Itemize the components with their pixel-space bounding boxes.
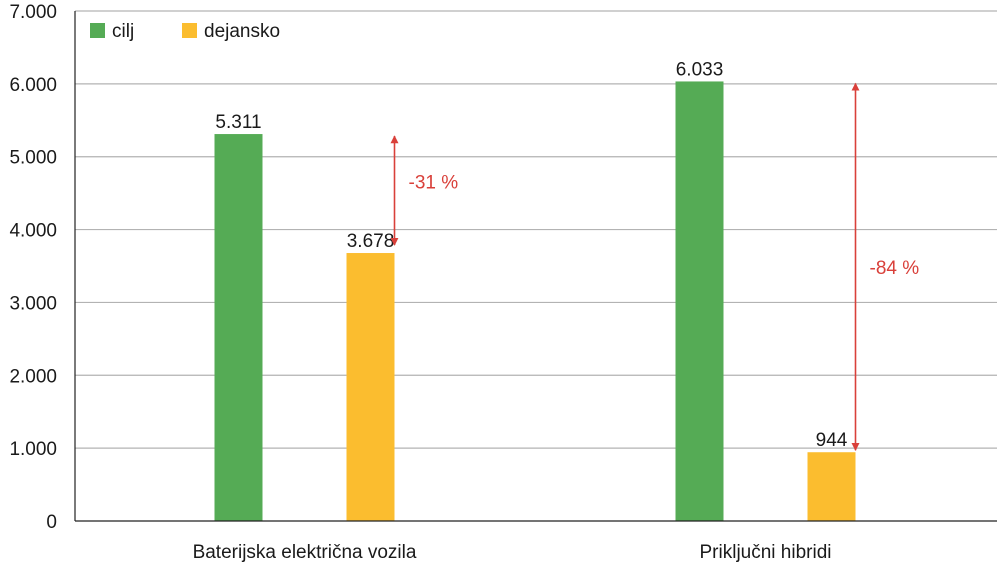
change-label: -31 % bbox=[409, 173, 459, 194]
category-label: Baterijska električna vozila bbox=[193, 542, 417, 563]
y-tick-label: 6.000 bbox=[9, 75, 57, 96]
y-tick-label: 2.000 bbox=[9, 366, 57, 387]
y-tick-label: 1.000 bbox=[9, 439, 57, 460]
y-tick-label: 3.000 bbox=[9, 293, 57, 314]
legend-swatch-dejansko bbox=[182, 23, 197, 38]
y-tick-label: 5.000 bbox=[9, 148, 57, 169]
labels: 0 1.000 2.000 3.000 4.000 5.000 6.000 7.000 5.31… bbox=[9, 2, 847, 563]
legend: cilj dejansko bbox=[90, 21, 280, 42]
category-label: Priključni hibridi bbox=[700, 542, 832, 563]
data-label: 6.033 bbox=[676, 59, 724, 80]
legend-label-dejansko: dejansko bbox=[204, 21, 280, 42]
data-label: 3.678 bbox=[347, 231, 395, 252]
y-tick-label: 4.000 bbox=[9, 221, 57, 242]
y-tick-label: 0 bbox=[46, 512, 57, 533]
data-label: 944 bbox=[816, 430, 848, 451]
y-tick-label: 7.000 bbox=[9, 2, 57, 23]
gridlines bbox=[75, 10, 997, 449]
annotations: -31 % -84 % bbox=[390, 82, 920, 452]
change-label: -84 % bbox=[870, 258, 920, 279]
bars bbox=[214, 81, 856, 522]
bar-dejansko bbox=[346, 253, 395, 521]
bar-cilj bbox=[214, 134, 263, 521]
legend-label-cilj: cilj bbox=[112, 21, 134, 42]
bar-dejansko bbox=[807, 452, 856, 521]
data-label: 5.311 bbox=[215, 112, 261, 133]
legend-swatch-cilj bbox=[90, 23, 105, 38]
bar-cilj bbox=[675, 81, 724, 522]
axes bbox=[74, 11, 997, 522]
